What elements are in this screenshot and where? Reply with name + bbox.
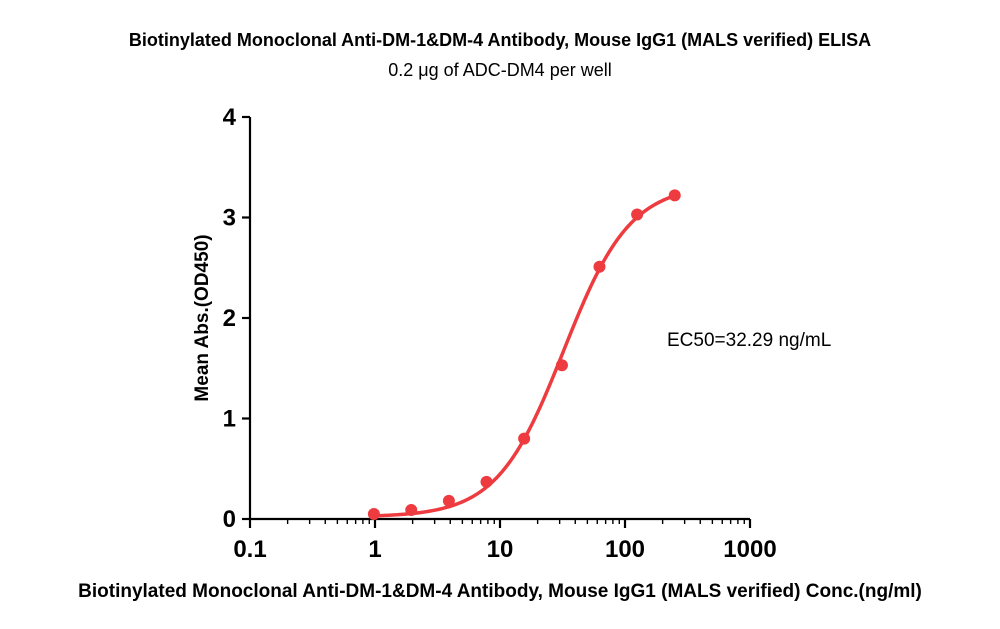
- y-tick-label: 1: [223, 406, 236, 433]
- y-tick-label: 2: [223, 305, 236, 332]
- data-point: [480, 475, 493, 488]
- x-tick-label: 10: [487, 536, 514, 563]
- data-point: [405, 503, 418, 516]
- x-axis-title: Biotinylated Monoclonal Anti-DM-1&DM-4 A…: [78, 581, 922, 602]
- x-tick-label: 1000: [723, 536, 776, 563]
- chart-subtitle: 0.2 μg of ADC-DM4 per well: [388, 60, 611, 80]
- data-points-layer: [367, 189, 681, 520]
- axes: 0 1 2 3 4 0.1 1 10 100 1000: [223, 104, 777, 563]
- y-tick-label: 3: [223, 205, 236, 232]
- x-tick-label: 0.1: [233, 536, 266, 563]
- x-tick-label: 100: [605, 536, 645, 563]
- fit-curve: [372, 194, 677, 518]
- data-point: [367, 507, 380, 520]
- ec50-annotation: EC50=32.29 ng/mL: [667, 330, 831, 351]
- data-point: [518, 432, 531, 445]
- data-point: [668, 189, 681, 202]
- y-tick-label: 4: [223, 104, 237, 131]
- data-point: [593, 260, 606, 273]
- data-point: [555, 359, 568, 372]
- y-tick-label: 0: [223, 506, 236, 533]
- fit-curve-layer: [372, 194, 677, 518]
- data-point: [442, 494, 455, 507]
- data-point: [631, 208, 644, 221]
- y-axis-title: Mean Abs.(OD450): [192, 234, 213, 401]
- chart-title: Biotinylated Monoclonal Anti-DM-1&DM-4 A…: [129, 30, 871, 50]
- x-tick-label: 1: [368, 536, 381, 563]
